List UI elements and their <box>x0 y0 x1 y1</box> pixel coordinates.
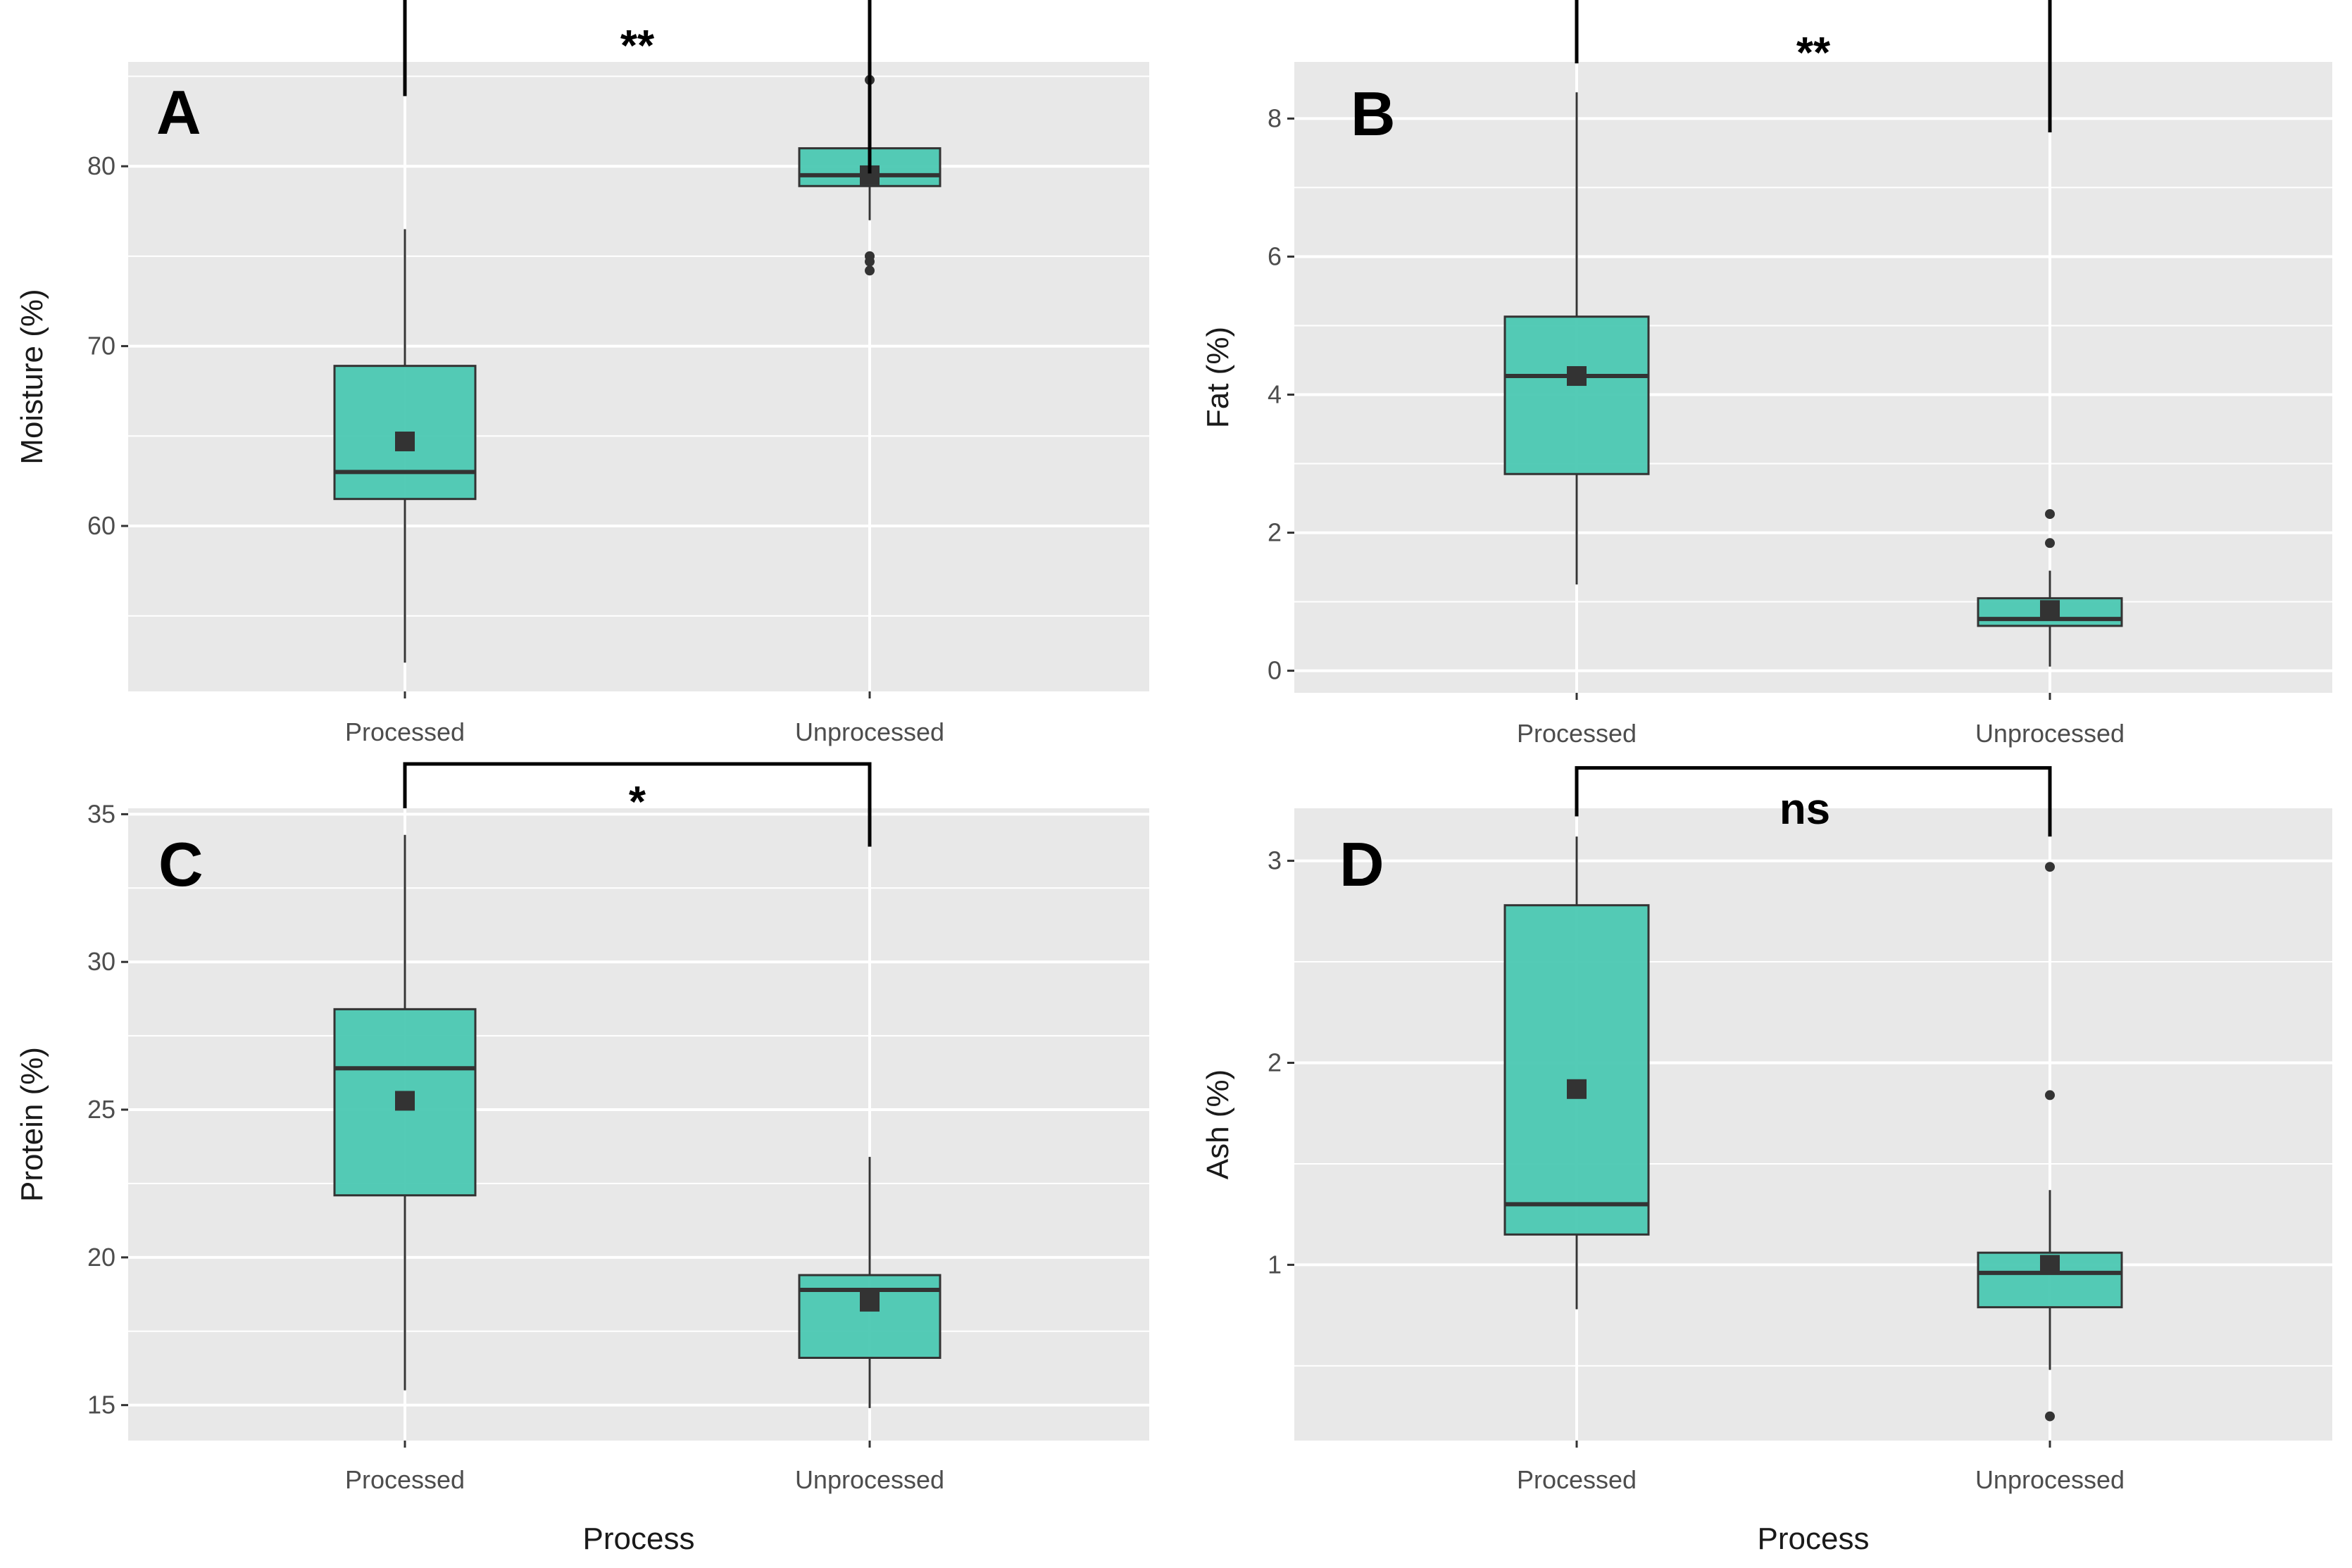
y-tick-label: 0 <box>1268 656 1282 685</box>
mean-marker <box>860 1291 880 1312</box>
box-unprocessed <box>798 1157 942 1408</box>
box-processed <box>1503 836 1650 1310</box>
significance-bracket <box>1575 766 2052 837</box>
y-tick-label: 8 <box>1268 104 1282 132</box>
mean-marker <box>2040 600 2060 620</box>
panel-background <box>1294 62 2332 693</box>
significance-bracket <box>403 0 872 174</box>
box-processed <box>333 229 477 663</box>
mean-marker <box>395 431 415 451</box>
mean-marker <box>395 1091 415 1111</box>
iqr-box <box>1503 315 1650 475</box>
y-axis-title-c: Protein (%) <box>15 1047 49 1202</box>
mean-marker <box>1567 1079 1587 1099</box>
outlier-point <box>2045 1411 2055 1422</box>
y-tick-label: 80 <box>87 151 115 180</box>
plot-area-c: 15 20 25 30 35 <box>87 799 1149 1448</box>
x-tick-label-unprocessed: Unprocessed <box>1975 1465 2125 1494</box>
panel-background <box>128 62 1149 691</box>
outlier-point <box>2045 509 2055 520</box>
significance-label-b: ** <box>1796 29 1831 77</box>
x-tick-label-processed: Processed <box>1517 719 1637 748</box>
x-tick-label-unprocessed: Unprocessed <box>795 717 944 746</box>
significance-bracket <box>403 762 872 847</box>
y-axis-title-a: Moisture (%) <box>15 289 49 464</box>
iqr-box <box>1977 1251 2123 1309</box>
significance-label-d: ns <box>1779 785 1830 834</box>
plot-area-a: 60 70 80 <box>87 62 1149 698</box>
outlier-point <box>865 256 875 267</box>
panel-letter-c: C <box>158 829 204 899</box>
outlier-point <box>865 265 875 276</box>
y-axis-title-d: Ash (%) <box>1201 1070 1235 1179</box>
x-tick-label-unprocessed: Unprocessed <box>1975 719 2125 748</box>
iqr-box <box>798 1274 942 1360</box>
panel-letter-a: A <box>156 77 201 147</box>
y-tick-label: 60 <box>87 511 115 540</box>
significance-bracket <box>1575 0 2052 132</box>
box-unprocessed <box>1977 862 2123 1422</box>
significance-label-a: ** <box>620 22 655 70</box>
box-processed <box>333 834 477 1391</box>
y-axis-title-b: Fat (%) <box>1201 327 1235 428</box>
y-tick-label: 1 <box>1268 1250 1282 1279</box>
mean-marker <box>1567 366 1587 387</box>
x-tick-label-processed: Processed <box>345 1465 465 1494</box>
panel-background <box>128 808 1149 1441</box>
significance-label-c: * <box>629 778 646 827</box>
panel-c: 15 20 25 30 35 Process Protein (%) Processed… <box>15 762 1149 1556</box>
x-axis-title-c: Process <box>583 1522 695 1556</box>
panel-b: 0 2 4 6 8 Fat (%) Processed Unprocessed ** B <box>1201 0 2332 748</box>
outlier-point <box>2045 538 2055 548</box>
y-tick-label: 30 <box>87 947 115 976</box>
panel-letter-d: D <box>1339 829 1384 899</box>
panel-background <box>1294 808 2332 1441</box>
panel-a: 60 70 80 Moisture (%) Processed Unprocessed… <box>15 0 1149 746</box>
box-processed <box>1503 92 1650 585</box>
mean-marker <box>2040 1255 2060 1275</box>
plot-area-d: 1 2 3 <box>1268 808 2332 1448</box>
y-tick-label: 70 <box>87 332 115 360</box>
y-tick-label: 35 <box>87 799 115 828</box>
y-tick-label: 2 <box>1268 1048 1282 1077</box>
panel-letter-b: B <box>1351 79 1396 149</box>
outlier-point <box>2045 862 2055 872</box>
y-tick-label: 15 <box>87 1391 115 1419</box>
y-tick-label: 3 <box>1268 846 1282 875</box>
x-tick-label-processed: Processed <box>345 717 465 746</box>
x-tick-label-processed: Processed <box>1517 1465 1637 1494</box>
outlier-point <box>2045 1090 2055 1100</box>
box-unprocessed <box>1977 509 2123 667</box>
plot-area-b: 0 2 4 6 8 <box>1268 62 2332 700</box>
iqr-box <box>1503 904 1650 1236</box>
panel-d: 1 2 3 Process Ash (%) Processed Unprocessed… <box>1201 766 2332 1556</box>
y-tick-label: 25 <box>87 1095 115 1124</box>
y-tick-label: 4 <box>1268 380 1282 409</box>
y-tick-label: 6 <box>1268 242 1282 270</box>
x-axis-title-d: Process <box>1758 1522 1870 1556</box>
y-tick-label: 20 <box>87 1243 115 1272</box>
x-tick-label-unprocessed: Unprocessed <box>795 1465 944 1494</box>
y-tick-label: 2 <box>1268 518 1282 547</box>
